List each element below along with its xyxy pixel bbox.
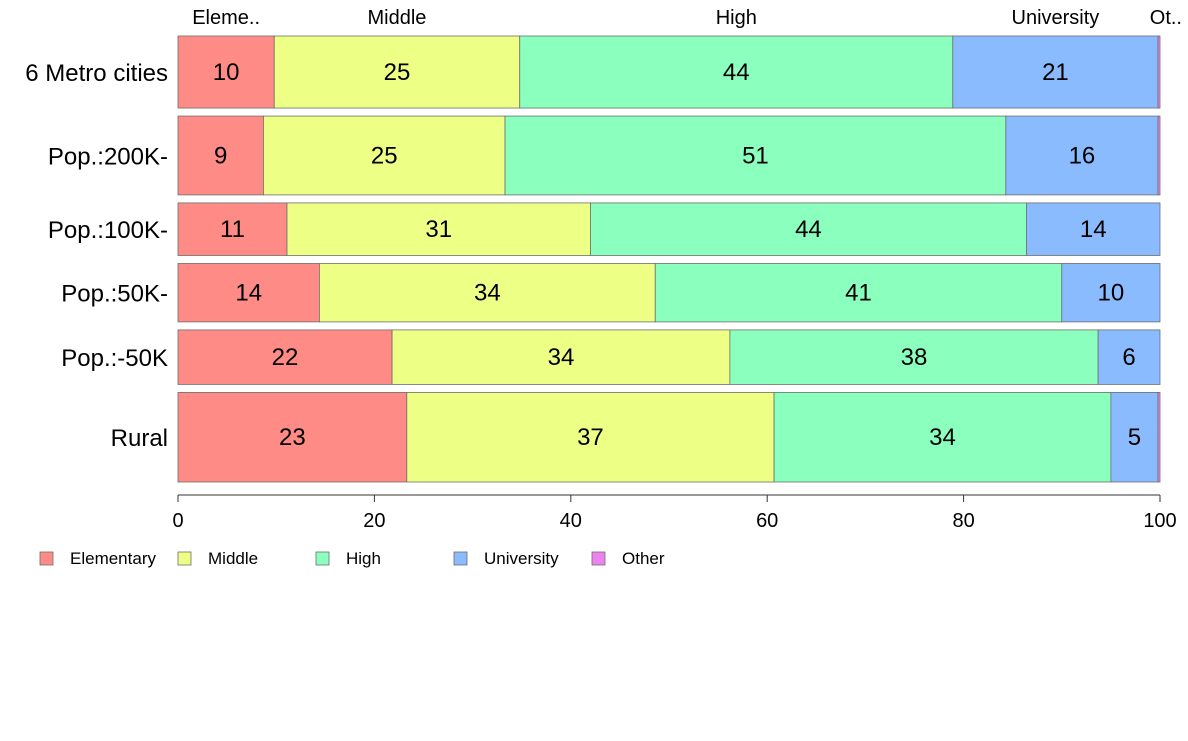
- bar-segment-university-pop-50k: [1097, 329, 1161, 385]
- category-label-pop-50k: Pop.:50K-: [61, 281, 168, 308]
- legend-swatch-elementary: [39, 551, 54, 566]
- bar-segment-university-pop-50k: [1061, 263, 1161, 323]
- bar-segment-elementary-pop-200k: [177, 115, 264, 196]
- legend-label-university: University: [484, 549, 559, 568]
- data-label-elementary-pop-200k: 9: [214, 142, 227, 169]
- bar-segment-high-pop-200k: [504, 115, 1007, 196]
- data-label-middle-6-metro-cities: 25: [384, 59, 411, 86]
- bar-segment-middle-pop-50k: [319, 263, 656, 323]
- bar-segment-high-pop-50k: [729, 329, 1099, 385]
- bar-segment-university-pop-200k: [1005, 115, 1159, 196]
- data-label-middle-pop-100k: 31: [425, 216, 452, 243]
- data-label-elementary-rural: 23: [279, 424, 306, 451]
- data-label-high-pop-50k: 38: [901, 344, 928, 371]
- data-label-university-pop-50k: 10: [1098, 280, 1125, 307]
- top-label-university: University: [1012, 7, 1100, 29]
- data-label-middle-pop-50k: 34: [474, 280, 501, 307]
- data-label-university-pop-100k: 14: [1080, 216, 1107, 243]
- legend-label-elementary: Elementary: [70, 549, 156, 568]
- category-label-pop-50k: Pop.:-50K: [61, 345, 168, 372]
- top-label-elementary: Eleme..: [192, 7, 260, 29]
- data-label-high-pop-100k: 44: [795, 216, 822, 243]
- data-label-university-pop-200k: 16: [1069, 142, 1096, 169]
- data-label-elementary-pop-100k: 11: [220, 216, 245, 243]
- data-label-middle-pop-200k: 25: [371, 142, 398, 169]
- bar-segment-middle-6-metro-cities: [273, 35, 521, 109]
- bar-segment-high-6-metro-cities: [519, 35, 954, 109]
- data-label-university-6-metro-cities: 21: [1042, 59, 1069, 86]
- data-label-middle-rural: 37: [577, 424, 604, 451]
- x-tick-label-0: 0: [172, 510, 183, 532]
- x-tick-label-20: 20: [363, 510, 385, 532]
- x-tick-label-60: 60: [756, 510, 778, 532]
- data-label-university-pop-50k: 6: [1122, 344, 1135, 371]
- bar-segment-elementary-rural: [177, 392, 408, 483]
- bar-segment-high-pop-50k: [654, 263, 1063, 323]
- x-tick-label-80: 80: [952, 510, 974, 532]
- bar-segment-university-pop-100k: [1026, 202, 1161, 256]
- data-label-elementary-pop-50k: 22: [272, 344, 299, 371]
- data-label-high-pop-200k: 51: [742, 142, 769, 169]
- data-label-elementary-6-metro-cities: 10: [213, 59, 240, 86]
- legend-swatch-middle: [177, 551, 192, 566]
- category-label-6-metro-cities: 6 Metro cities: [25, 60, 168, 87]
- top-label-other: Ot..: [1150, 7, 1182, 29]
- bar-segment-university-6-metro-cities: [952, 35, 1159, 109]
- bar-segment-elementary-pop-50k: [177, 329, 393, 385]
- category-label-pop-100k: Pop.:100K-: [48, 217, 168, 244]
- data-label-high-rural: 34: [929, 424, 956, 451]
- bar-segment-other-rural: [1157, 392, 1161, 483]
- legend-swatch-university: [453, 551, 468, 566]
- bar-segment-middle-pop-100k: [286, 202, 591, 256]
- category-label-rural: Rural: [111, 425, 168, 452]
- legend-swatch-high: [315, 551, 330, 566]
- bar-segment-elementary-6-metro-cities: [177, 35, 275, 109]
- x-tick-label-40: 40: [560, 510, 582, 532]
- top-label-high: High: [716, 7, 757, 29]
- legend-label-high: High: [346, 549, 381, 568]
- x-tick-label-100: 100: [1143, 510, 1176, 532]
- data-label-university-rural: 5: [1128, 424, 1141, 451]
- bar-segment-other-pop-200k: [1157, 115, 1161, 196]
- bar-segment-middle-pop-200k: [263, 115, 506, 196]
- category-label-pop-200k: Pop.:200K-: [48, 143, 168, 170]
- bar-segment-other-6-metro-cities: [1157, 35, 1161, 109]
- data-label-high-pop-50k: 41: [845, 280, 872, 307]
- legend-label-middle: Middle: [208, 549, 258, 568]
- top-label-middle: Middle: [368, 7, 427, 29]
- data-label-high-6-metro-cities: 44: [723, 59, 750, 86]
- legend-swatch-other: [591, 551, 606, 566]
- data-label-middle-pop-50k: 34: [548, 344, 575, 371]
- legend-label-other: Other: [622, 549, 665, 568]
- bar-segment-high-rural: [773, 392, 1112, 483]
- bar-segment-elementary-pop-100k: [177, 202, 288, 256]
- bar-segment-elementary-pop-50k: [177, 263, 320, 323]
- bar-segment-middle-rural: [406, 392, 775, 483]
- data-label-elementary-pop-50k: 14: [235, 280, 262, 307]
- bar-segment-middle-pop-50k: [391, 329, 731, 385]
